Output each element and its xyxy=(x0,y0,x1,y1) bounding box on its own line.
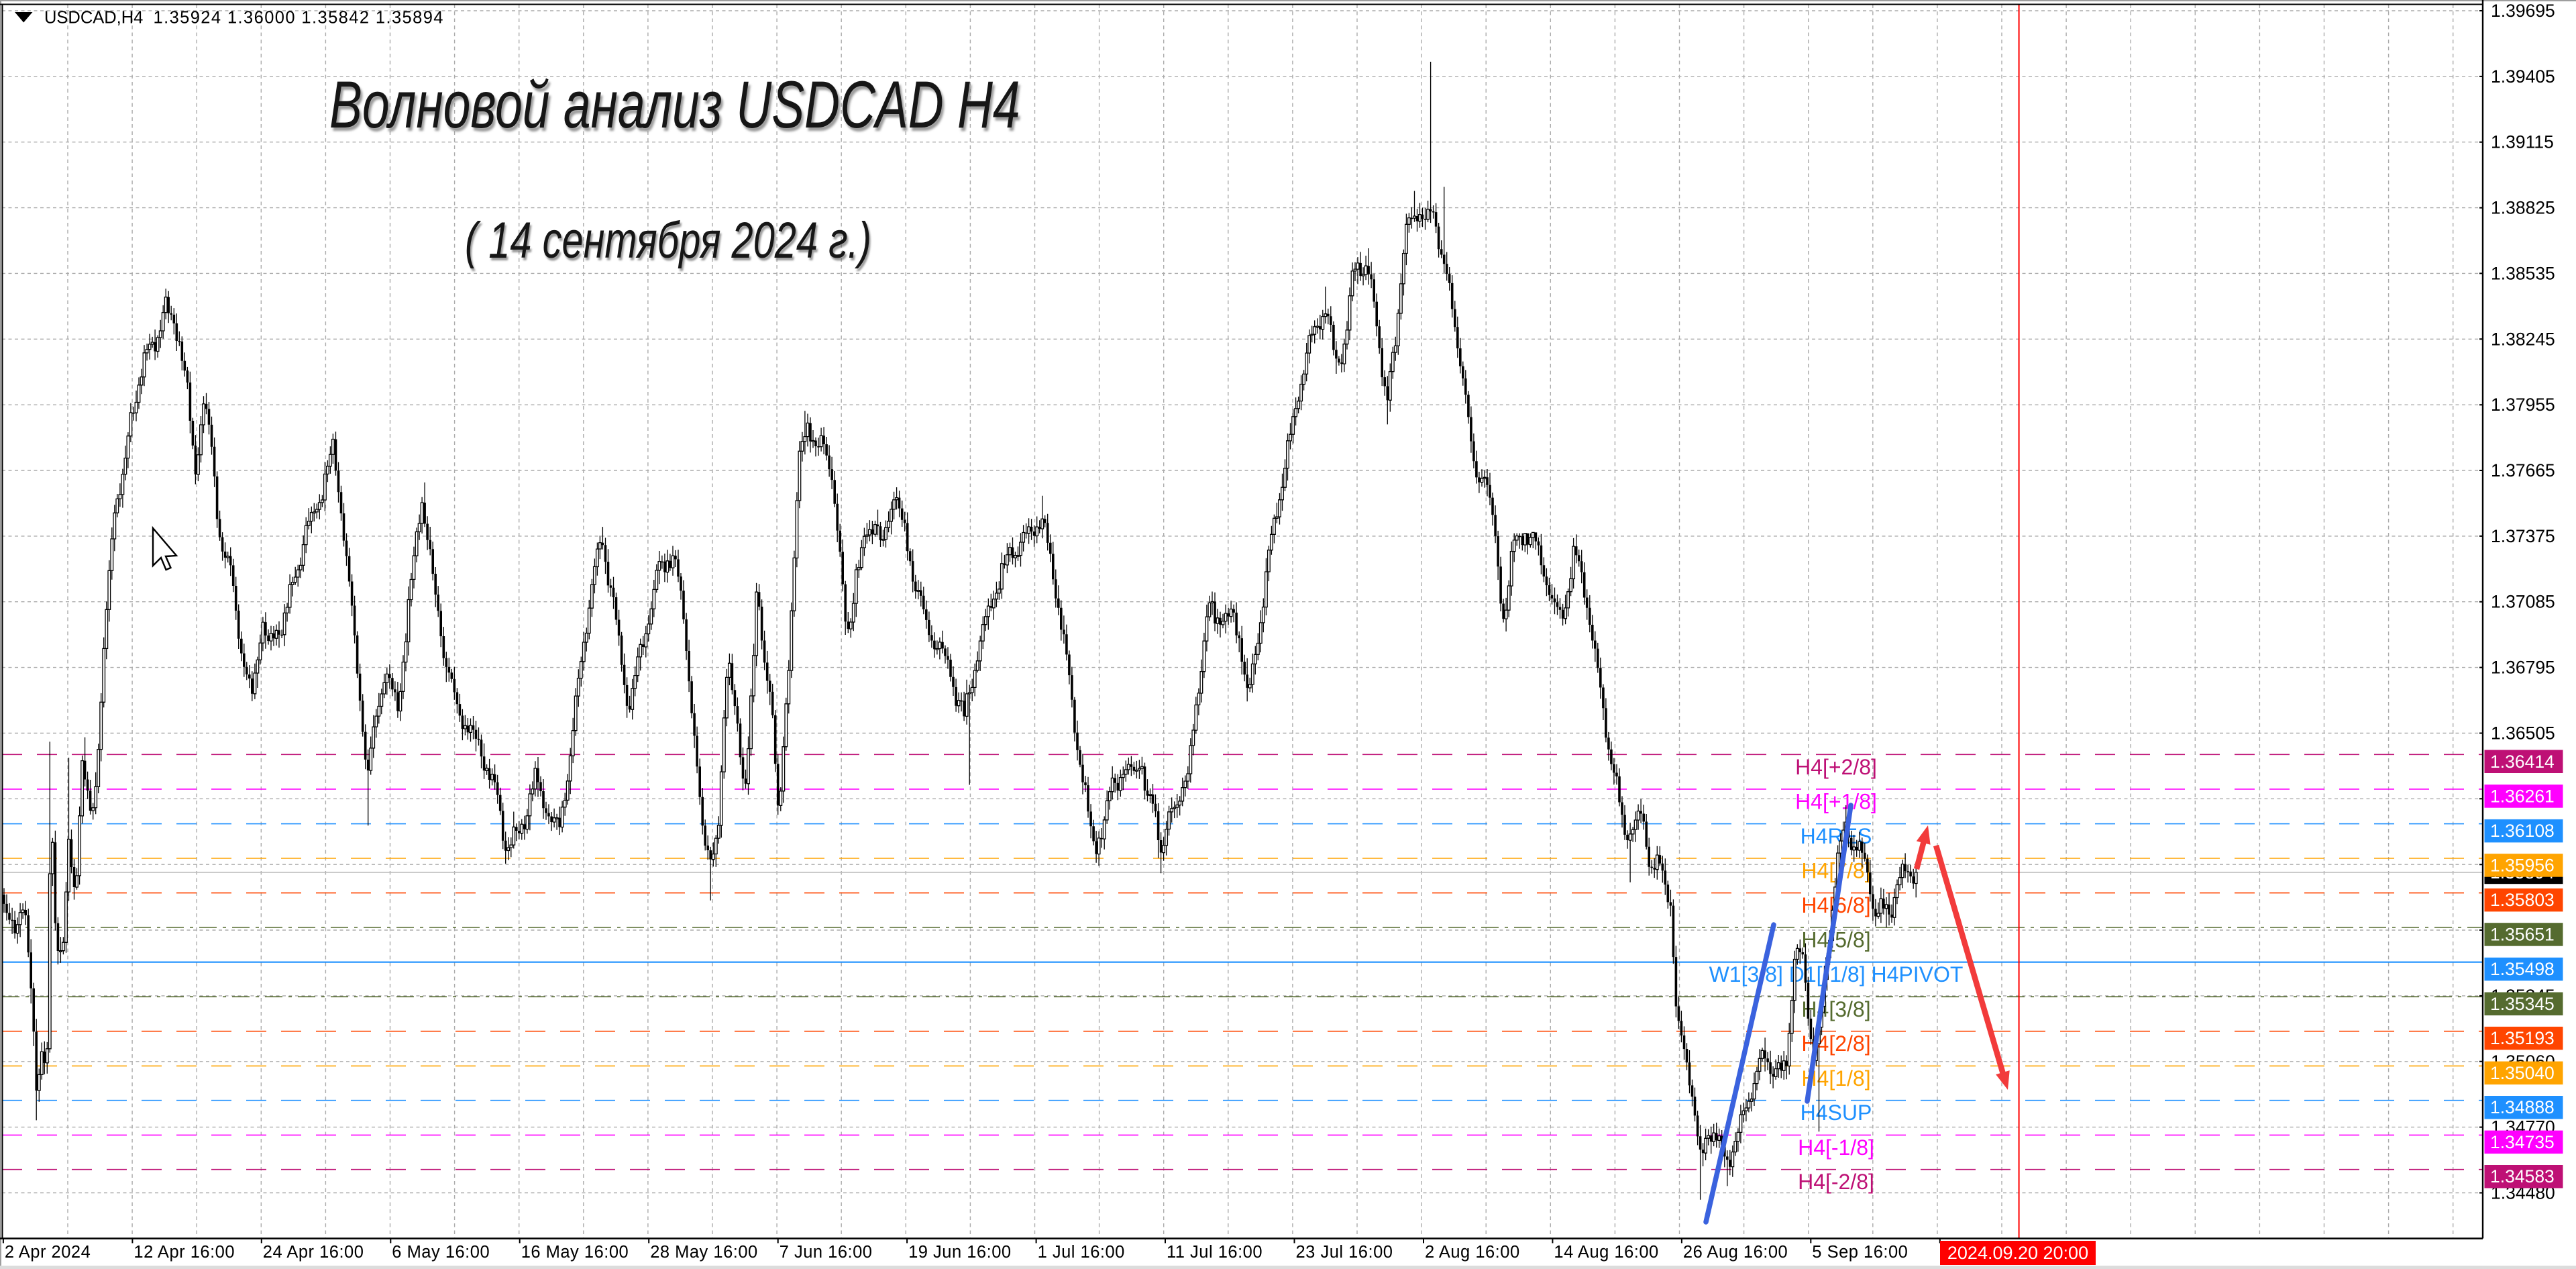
svg-text:1.35651: 1.35651 xyxy=(2490,925,2555,945)
svg-text:H4[5/8]: H4[5/8] xyxy=(1801,928,1870,952)
svg-text:23 Jul 16:00: 23 Jul 16:00 xyxy=(1296,1243,1393,1262)
svg-text:1.36505: 1.36505 xyxy=(2491,723,2555,744)
svg-text:1.35498: 1.35498 xyxy=(2490,959,2555,979)
svg-text:2 Aug 16:00: 2 Aug 16:00 xyxy=(1425,1243,1520,1262)
svg-text:24 Apr 16:00: 24 Apr 16:00 xyxy=(263,1243,364,1262)
svg-text:1.35040: 1.35040 xyxy=(2490,1063,2555,1083)
svg-text:1.35924 1.36000 1.35842 1.3589: 1.35924 1.36000 1.35842 1.35894 xyxy=(154,9,444,28)
svg-text:1.38825: 1.38825 xyxy=(2491,198,2555,218)
svg-text:2024.09.20 20:00: 2024.09.20 20:00 xyxy=(1947,1243,2088,1263)
svg-text:1.35803: 1.35803 xyxy=(2490,890,2555,910)
svg-text:1.36108: 1.36108 xyxy=(2490,821,2555,841)
svg-text:19 Jun 16:00: 19 Jun 16:00 xyxy=(908,1243,1011,1262)
svg-text:5 Sep 16:00: 5 Sep 16:00 xyxy=(1812,1243,1908,1262)
svg-text:16 May 16:00: 16 May 16:00 xyxy=(521,1243,629,1262)
svg-text:1.39115: 1.39115 xyxy=(2491,132,2554,152)
svg-text:1.39695: 1.39695 xyxy=(2491,1,2555,21)
svg-text:28 May 16:00: 28 May 16:00 xyxy=(650,1243,758,1262)
svg-text:1.35956: 1.35956 xyxy=(2490,856,2555,876)
svg-text:USDCAD,H4: USDCAD,H4 xyxy=(44,9,143,28)
svg-text:H4[-1/8]: H4[-1/8] xyxy=(1798,1135,1874,1160)
svg-text:1.35345: 1.35345 xyxy=(2490,994,2555,1014)
svg-text:H4[7/8]: H4[7/8] xyxy=(1801,859,1870,883)
svg-text:14 Aug 16:00: 14 Aug 16:00 xyxy=(1554,1243,1658,1262)
svg-text:7 Jun 16:00: 7 Jun 16:00 xyxy=(780,1243,873,1262)
svg-text:1.37085: 1.37085 xyxy=(2491,592,2555,612)
svg-text:1.38245: 1.38245 xyxy=(2491,329,2555,349)
svg-text:H4[+1/8]: H4[+1/8] xyxy=(1795,789,1877,813)
svg-text:1.36414: 1.36414 xyxy=(2490,752,2555,772)
svg-text:1.39405: 1.39405 xyxy=(2491,66,2555,87)
svg-text:1.37955: 1.37955 xyxy=(2491,395,2555,415)
svg-text:6 May 16:00: 6 May 16:00 xyxy=(392,1243,490,1262)
svg-text:1.36261: 1.36261 xyxy=(2490,786,2555,806)
svg-text:1.37665: 1.37665 xyxy=(2491,460,2555,480)
svg-text:11 Jul 16:00: 11 Jul 16:00 xyxy=(1167,1243,1263,1262)
svg-text:1.35193: 1.35193 xyxy=(2490,1028,2555,1048)
svg-text:2 Apr 2024: 2 Apr 2024 xyxy=(5,1243,91,1262)
svg-text:1.34888: 1.34888 xyxy=(2490,1097,2555,1117)
svg-text:H4[3/8]: H4[3/8] xyxy=(1801,997,1870,1021)
svg-text:H4[+2/8]: H4[+2/8] xyxy=(1795,755,1877,779)
svg-text:1.37375: 1.37375 xyxy=(2491,526,2555,546)
svg-text:H4[-2/8]: H4[-2/8] xyxy=(1798,1170,1874,1194)
svg-text:12 Apr 16:00: 12 Apr 16:00 xyxy=(133,1243,235,1262)
svg-text:W1[3/8] D1[-1/8] H4PIVOT: W1[3/8] D1[-1/8] H4PIVOT xyxy=(1709,962,1964,986)
svg-text:H4SUP: H4SUP xyxy=(1801,1101,1872,1125)
svg-text:1.36795: 1.36795 xyxy=(2491,658,2555,678)
svg-text:1 Jul 16:00: 1 Jul 16:00 xyxy=(1038,1243,1125,1262)
svg-text:1.34583: 1.34583 xyxy=(2490,1166,2555,1186)
svg-text:1.38535: 1.38535 xyxy=(2491,263,2555,283)
svg-text:1.34735: 1.34735 xyxy=(2490,1132,2555,1152)
svg-text:26 Aug 16:00: 26 Aug 16:00 xyxy=(1683,1243,1788,1262)
